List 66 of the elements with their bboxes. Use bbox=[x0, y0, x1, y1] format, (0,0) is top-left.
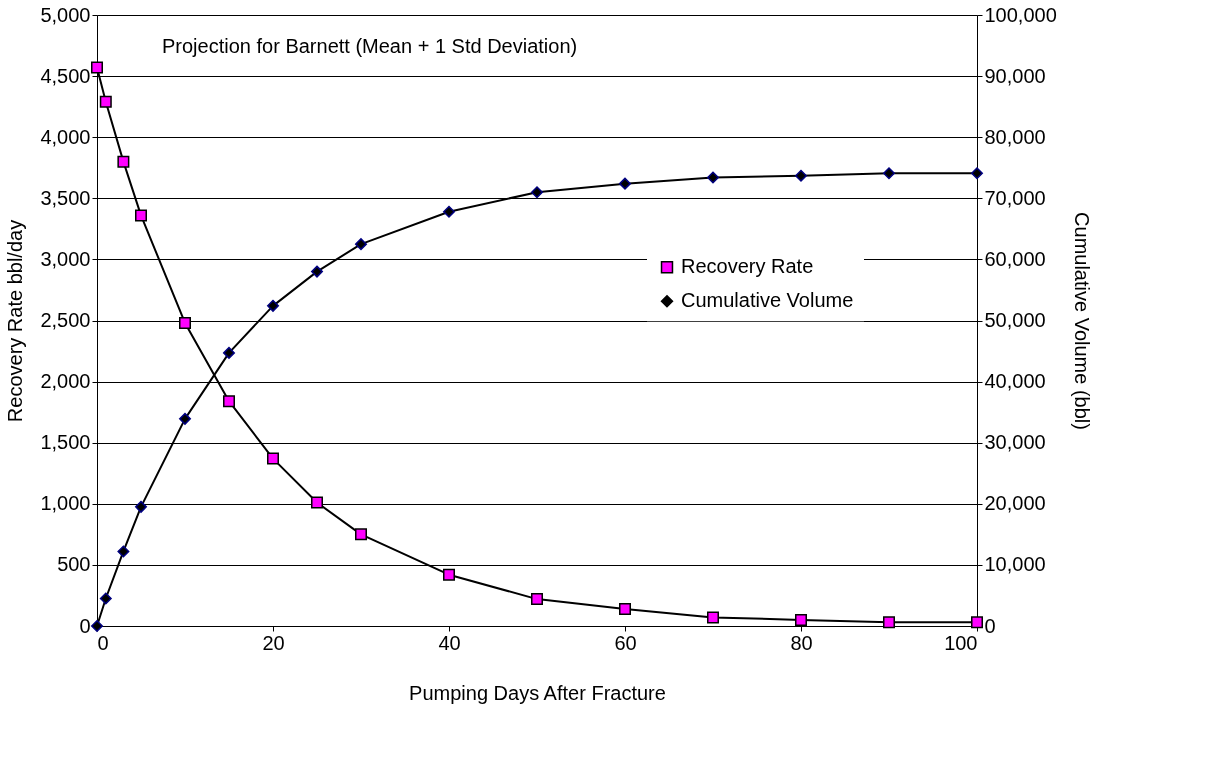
point bbox=[117, 155, 130, 168]
point bbox=[355, 238, 367, 251]
y-tick-label: 4,500 bbox=[40, 64, 91, 87]
point bbox=[883, 167, 895, 180]
point bbox=[619, 602, 631, 615]
point bbox=[135, 209, 147, 222]
y2-tick-label: 100,000 bbox=[984, 3, 1057, 26]
point bbox=[311, 496, 323, 509]
y2-tick-label: 80,000 bbox=[984, 125, 1046, 148]
y-tick-label: 0 bbox=[79, 614, 91, 637]
point bbox=[619, 177, 631, 190]
y2-axis-title: Cumulative Volume (bbl) bbox=[1070, 212, 1093, 430]
point bbox=[223, 346, 235, 359]
y-tick-label: 500 bbox=[57, 553, 91, 576]
point bbox=[179, 316, 191, 329]
x-tick-label: 80 bbox=[790, 631, 813, 654]
x-tick-label: 60 bbox=[614, 631, 637, 654]
y-tick-label: 1,500 bbox=[40, 431, 91, 454]
y-tick-label: 4,000 bbox=[40, 125, 91, 148]
point bbox=[795, 613, 807, 626]
y2-tick-label: 10,000 bbox=[984, 553, 1046, 576]
y-tick-label: 1,000 bbox=[40, 492, 91, 515]
x-tick-label: 100 bbox=[944, 631, 978, 654]
y2-tick-label: 70,000 bbox=[984, 186, 1046, 209]
point bbox=[117, 545, 130, 558]
legend-label: Cumulative Volume bbox=[681, 289, 854, 312]
x-tick-label: 40 bbox=[438, 631, 461, 654]
point bbox=[99, 592, 112, 605]
x-axis-title: Pumping Days After Fracture bbox=[409, 681, 666, 704]
point bbox=[355, 528, 367, 541]
point bbox=[267, 299, 279, 312]
y-axis-title: Recovery Rate bbl/day bbox=[4, 219, 27, 423]
y-tick-label: 3,000 bbox=[40, 247, 91, 270]
point bbox=[707, 611, 719, 624]
y2-tick-label: 40,000 bbox=[984, 370, 1046, 393]
x-tick-label: 20 bbox=[262, 631, 285, 654]
point bbox=[795, 169, 807, 182]
point bbox=[971, 167, 983, 180]
point bbox=[971, 616, 983, 629]
point bbox=[443, 568, 455, 581]
point bbox=[99, 95, 112, 108]
point bbox=[267, 452, 279, 465]
point bbox=[311, 265, 323, 278]
point bbox=[135, 500, 147, 513]
point bbox=[91, 61, 103, 74]
point bbox=[531, 593, 543, 606]
y2-tick-label: 30,000 bbox=[984, 431, 1046, 454]
point bbox=[531, 186, 543, 199]
y-tick-label: 3,500 bbox=[40, 186, 91, 209]
x-tick-label: 0 bbox=[97, 631, 109, 654]
point bbox=[179, 412, 191, 425]
text: Projection for Barnett (Mean + 1 Std Deviation) bbox=[162, 35, 578, 57]
y2-tick-label: 20,000 bbox=[984, 492, 1046, 515]
point bbox=[91, 620, 103, 632]
point bbox=[443, 205, 455, 218]
y2-tick-label: 60,000 bbox=[984, 247, 1046, 270]
y-tick-label: 2,000 bbox=[40, 370, 91, 393]
y-tick-label: 2,500 bbox=[40, 309, 91, 331]
point bbox=[883, 616, 895, 629]
point bbox=[223, 395, 235, 408]
y2-tick-label: 90,000 bbox=[984, 64, 1046, 87]
point bbox=[707, 171, 719, 184]
y2-tick-label: 50,000 bbox=[984, 309, 1046, 331]
legend-label: Recovery Rate bbox=[681, 255, 814, 278]
y2-tick-label: 0 bbox=[984, 614, 996, 637]
y-tick-label: 5,000 bbox=[40, 3, 91, 26]
